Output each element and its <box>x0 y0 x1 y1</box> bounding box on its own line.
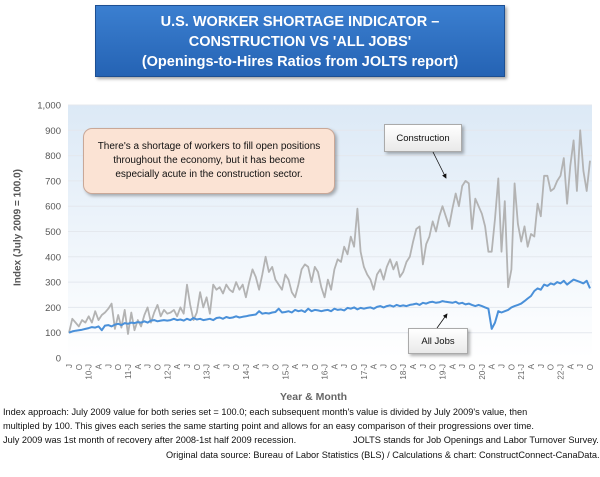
y-tick-label: 900 <box>45 126 61 137</box>
series-line-all-jobs <box>68 278 591 334</box>
x-tick-label: A <box>488 363 497 369</box>
x-tick-label: A <box>252 363 261 369</box>
x-tick-label: J <box>419 364 428 368</box>
footer-line-3a: July 2009 was 1st month of recovery afte… <box>3 435 297 445</box>
y-tick-label: 1,000 <box>37 101 61 112</box>
x-tick-label: J <box>104 364 113 368</box>
x-tick-label: 16-J <box>321 364 330 380</box>
footer-line-4: Original data source: Bureau of Labor St… <box>166 450 600 460</box>
x-tick-label: 11-J <box>124 364 133 379</box>
x-tick-label: A <box>448 363 457 369</box>
x-axis-label: Year & Month <box>280 391 348 403</box>
x-tick-label: J <box>498 364 507 368</box>
title-line-1: U.S. WORKER SHORTAGE INDICATOR – <box>160 14 440 30</box>
y-tick-label: 400 <box>45 252 61 263</box>
y-tick-label: 800 <box>45 151 61 162</box>
x-tick-label: J <box>222 364 231 368</box>
x-tick-label: A <box>409 363 418 369</box>
x-tick-label: O <box>232 364 241 370</box>
x-tick-label: J <box>301 364 310 368</box>
chart-title: U.S. WORKER SHORTAGE INDICATOR – CONSTRU… <box>95 5 505 77</box>
x-tick-label: J <box>183 364 192 368</box>
x-tick-label: O <box>350 364 359 370</box>
all-jobs-label-text: All Jobs <box>421 335 455 347</box>
title-line-2: CONSTRUCTION VS 'ALL JOBS' <box>188 34 412 50</box>
x-tick-label: 19-J <box>439 364 448 380</box>
footer-line-2: multipled by 100. This gives each series… <box>3 421 534 431</box>
x-tick-label: J <box>458 364 467 368</box>
x-tick-label: 17-J <box>360 364 369 380</box>
y-tick-label: 600 <box>45 202 61 213</box>
x-tick-label: O <box>586 364 595 370</box>
x-tick-label: A <box>330 363 339 369</box>
x-tick-label: A <box>566 363 575 369</box>
x-tick-label: 21-J <box>517 364 526 380</box>
construction-label-text: Construction <box>396 132 450 144</box>
x-tick-label: O <box>507 364 516 370</box>
x-tick-label: J <box>576 364 585 368</box>
x-tick-label: J <box>65 364 74 368</box>
x-tick-label: 10-J <box>85 364 94 380</box>
x-tick-label: O <box>193 364 202 370</box>
x-tick-label: J <box>340 364 349 368</box>
x-tick-label: O <box>311 364 320 370</box>
x-tick-label: A <box>291 363 300 369</box>
x-tick-label: A <box>173 363 182 369</box>
x-tick-label: 22-J <box>557 364 566 380</box>
x-tick-label: 12-J <box>163 364 172 380</box>
x-tick-label: 18-J <box>399 364 408 380</box>
x-tick-label: O <box>468 364 477 370</box>
x-tick-label: 13-J <box>203 364 212 380</box>
y-tick-label: 300 <box>45 278 61 289</box>
x-tick-label: A <box>212 363 221 369</box>
x-tick-label: 14-J <box>242 364 251 380</box>
x-tick-label: A <box>94 363 103 369</box>
y-tick-label: 500 <box>45 227 61 238</box>
construction-arrow <box>431 149 447 179</box>
x-tick-label: O <box>75 364 84 370</box>
x-tick-label: A <box>134 363 143 369</box>
x-tick-label: 15-J <box>281 364 290 380</box>
x-tick-label: J <box>144 364 153 368</box>
y-tick-label: 0 <box>56 354 61 365</box>
x-tick-label: A <box>370 363 379 369</box>
footer-line-3b: JOLTS stands for Job Openings and Labor … <box>353 435 599 445</box>
x-tick-label: O <box>547 364 556 370</box>
x-tick-label: O <box>389 364 398 370</box>
annotation-box: There's a shortage of workers to fill op… <box>83 128 335 194</box>
title-line-3: (Openings-to-Hires Ratios from JOLTS rep… <box>141 54 459 70</box>
x-tick-label: J <box>380 364 389 368</box>
footer-line-1: Index approach: July 2009 value for both… <box>3 407 528 417</box>
x-tick-label: O <box>429 364 438 370</box>
x-tick-label: O <box>271 364 280 370</box>
construction-label: Construction <box>384 124 462 152</box>
x-tick-label: 20-J <box>478 364 487 380</box>
x-tick-label: O <box>114 364 123 370</box>
y-tick-label: 100 <box>45 328 61 339</box>
x-tick-label: J <box>537 364 546 368</box>
y-tick-label: 700 <box>45 176 61 187</box>
annotation-text: There's a shortage of workers to fill op… <box>97 141 321 180</box>
x-tick-label: J <box>262 364 271 368</box>
series-line-construction <box>68 129 591 335</box>
x-tick-label: A <box>527 363 536 369</box>
x-tick-label: O <box>153 364 162 370</box>
y-axis-label: Index (July 2009 = 100.0) <box>12 169 24 287</box>
all-jobs-label: All Jobs <box>408 328 468 354</box>
y-tick-label: 200 <box>45 303 61 314</box>
all-jobs-arrow <box>436 313 448 329</box>
